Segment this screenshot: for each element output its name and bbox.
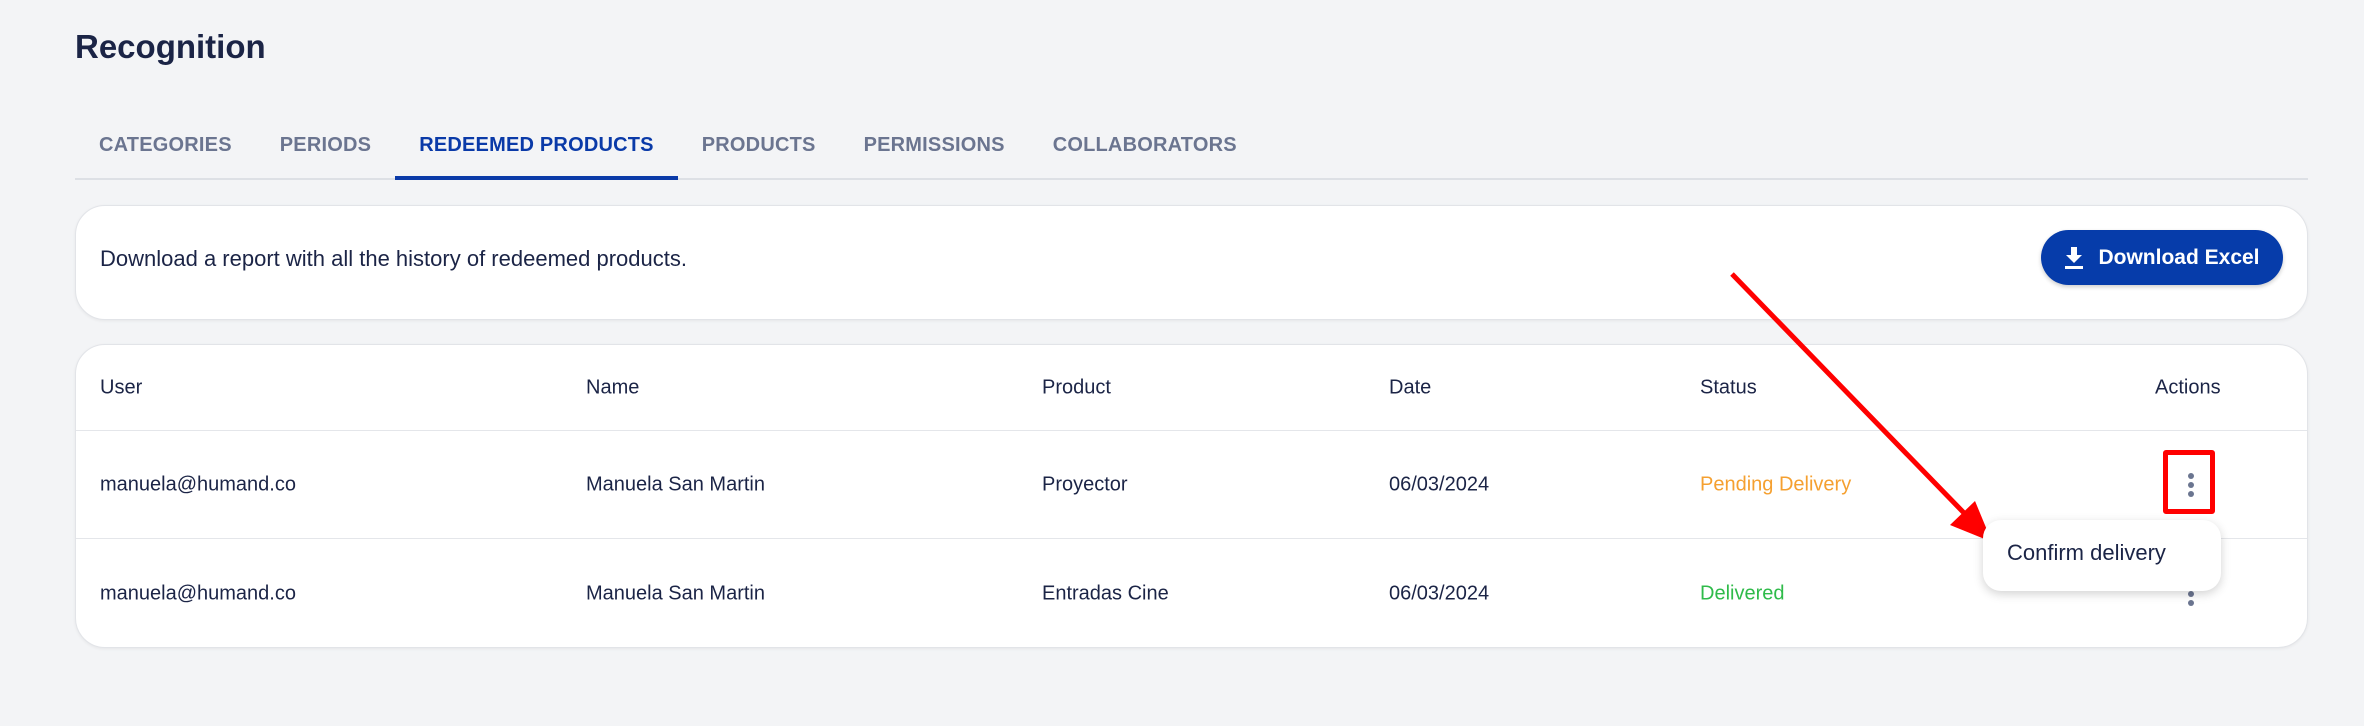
- header-actions: Actions: [2155, 376, 2221, 398]
- context-menu: Confirm delivery: [1983, 520, 2221, 591]
- cell-date: 06/03/2024: [1389, 582, 1490, 605]
- tab-products[interactable]: PRODUCTS: [701, 134, 816, 156]
- tab-periods[interactable]: PERIODS: [279, 134, 372, 156]
- header-date: Date: [1389, 376, 1432, 398]
- tab-bar: CATEGORIES PERIODS REDEEMED PRODUCTS PRO…: [75, 120, 2308, 180]
- report-card: Download a report with all the history o…: [75, 205, 2308, 320]
- cell-product: Proyector: [1042, 473, 1128, 495]
- download-excel-button[interactable]: Download Excel: [2041, 230, 2283, 285]
- cell-user: manuela@humand.co: [100, 582, 296, 605]
- tab-categories[interactable]: CATEGORIES: [99, 134, 232, 156]
- cell-name: Manuela San Martin: [586, 473, 765, 495]
- table-header: User Name Product Date Status Actions: [76, 345, 2307, 431]
- status-badge: Delivered: [1700, 582, 1785, 605]
- page-title: Recognition: [75, 28, 266, 65]
- header-product: Product: [1042, 376, 1111, 398]
- cell-user: manuela@humand.co: [100, 473, 296, 495]
- cell-product: Entradas Cine: [1042, 582, 1169, 605]
- table-row: manuela@humand.co Manuela San Martin Pro…: [76, 431, 2307, 539]
- download-excel-label: Download Excel: [2098, 245, 2260, 269]
- header-status: Status: [1700, 376, 1757, 398]
- report-description: Download a report with all the history o…: [100, 246, 687, 271]
- menu-item-confirm-delivery[interactable]: Confirm delivery: [2007, 540, 2166, 565]
- header-name: Name: [586, 376, 640, 398]
- more-actions-icon[interactable]: [2188, 472, 2194, 497]
- header-user: User: [100, 376, 143, 398]
- cell-name: Manuela San Martin: [586, 582, 765, 605]
- tab-permissions[interactable]: PERMISSIONS: [863, 134, 1005, 156]
- download-icon: [2065, 246, 2084, 269]
- annotation-highlight-box: [2163, 450, 2215, 514]
- cell-date: 06/03/2024: [1389, 473, 1490, 495]
- redeemed-products-table: User Name Product Date Status Actions ma…: [75, 344, 2308, 648]
- status-badge: Pending Delivery: [1700, 473, 1852, 495]
- tab-redeemed-products[interactable]: REDEEMED PRODUCTS: [395, 120, 678, 180]
- tab-collaborators[interactable]: COLLABORATORS: [1052, 134, 1237, 156]
- table-row: manuela@humand.co Manuela San Martin Ent…: [76, 539, 2307, 649]
